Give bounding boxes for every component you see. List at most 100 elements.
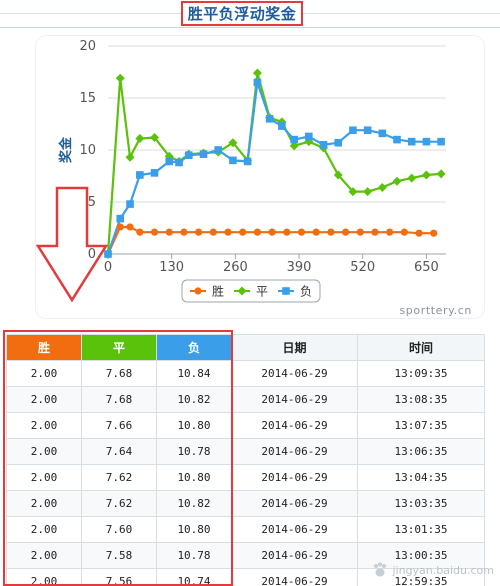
page-title: 胜平负浮动奖金 [187, 5, 297, 23]
data-point [363, 126, 372, 135]
chart-credit: sporttery.cn [399, 304, 472, 317]
win-odds-cell: 2.00 [6, 360, 82, 387]
column-header-time: 时间 [357, 334, 485, 361]
column-header-date: 日期 [231, 334, 358, 361]
data-point [237, 286, 247, 296]
table-row: 2.00 7.66 10.80 2014-06-29 13:07:35 [6, 412, 485, 439]
y-tick-label: 15 [79, 91, 96, 106]
date-cell: 2014-06-29 [231, 412, 358, 439]
baidu-paw-icon [374, 562, 387, 577]
data-point [392, 176, 402, 186]
column-header-draw: 平 [81, 334, 157, 361]
table-row: 2.00 7.62 10.80 2014-06-29 13:04:35 [6, 464, 485, 491]
data-point [194, 287, 202, 295]
date-cell: 2014-06-29 [231, 568, 358, 586]
draw-odds-cell: 7.68 [81, 386, 157, 413]
title-bar: 胜平负浮动奖金 [0, 0, 500, 28]
date-cell: 2014-06-29 [231, 490, 358, 517]
x-tick-label: 390 [287, 260, 312, 275]
data-point [421, 170, 431, 180]
watermark-text: jingyan.baidu.com [392, 563, 494, 577]
legend-label: 胜 [212, 284, 224, 299]
odds-table: 胜 平 负 日期 时间 2.00 7.68 10.84 2014-06-29 13:09… [6, 334, 485, 586]
watermark: jingyan.baidu.com [372, 562, 494, 578]
win-odds-cell: 2.00 [6, 412, 82, 439]
legend-label: 平 [256, 285, 268, 299]
down-arrow-icon [36, 186, 108, 303]
table-row: 2.00 7.64 10.78 2014-06-29 13:06:35 [6, 438, 485, 465]
data-point [185, 151, 193, 159]
table-row: 2.00 7.56 10.74 2014-06-29 12:59:35 [6, 568, 485, 586]
data-point [407, 137, 416, 146]
data-point [415, 229, 423, 237]
title-highlight-box: 胜平负浮动奖金 [181, 1, 303, 26]
data-point [136, 171, 144, 179]
lose-odds-cell: 10.82 [156, 490, 232, 517]
data-point [116, 214, 125, 223]
series-line [106, 82, 442, 255]
x-tick-label: 520 [350, 260, 375, 275]
date-cell: 2014-06-29 [231, 464, 358, 491]
data-point [150, 133, 160, 143]
table-row: 2.00 7.60 10.80 2014-06-29 13:01:35 [6, 516, 485, 543]
data-point [150, 228, 159, 236]
data-point [180, 228, 188, 236]
y-axis-label: 奖金 [58, 136, 74, 163]
x-tick-label: 260 [223, 260, 248, 275]
odds-line-chart: 0 5 10 15 20 0 130 260 390 520 650 奖金胜 平 负 sporttery.c… [58, 39, 472, 317]
table-row: 2.00 7.62 10.82 2014-06-29 13:03:35 [6, 490, 485, 517]
column-header-win: 胜 [6, 334, 82, 361]
data-point [239, 228, 247, 236]
data-point [150, 169, 159, 177]
data-point [377, 182, 387, 192]
draw-odds-cell: 7.68 [81, 360, 157, 387]
time-cell: 13:06:35 [357, 438, 485, 465]
time-cell: 13:00:35 [357, 542, 485, 569]
data-point [334, 138, 343, 147]
data-point [126, 200, 134, 208]
lose-odds-cell: 10.78 [156, 542, 232, 569]
time-cell: 12:59:35 [357, 568, 485, 586]
time-cell: 13:01:35 [357, 516, 485, 543]
win-odds-cell: 2.00 [6, 542, 82, 569]
table-header-row: 胜 平 负 日期 时间 [6, 334, 485, 361]
lose-odds-cell: 10.74 [156, 568, 232, 586]
y-tick-label: 10 [79, 143, 96, 158]
data-point [265, 115, 274, 123]
data-point [356, 228, 364, 236]
data-point [393, 135, 401, 144]
time-cell: 13:03:35 [357, 490, 485, 517]
time-cell: 13:07:35 [357, 412, 485, 439]
data-point [104, 250, 112, 258]
draw-odds-cell: 7.62 [81, 464, 157, 491]
data-point [378, 129, 387, 138]
win-odds-cell: 2.00 [6, 568, 82, 586]
data-point [199, 150, 208, 158]
data-point [175, 158, 183, 167]
data-point [165, 228, 173, 236]
data-point [214, 146, 223, 154]
data-point [386, 228, 394, 236]
data-point [290, 135, 298, 144]
draw-odds-cell: 7.66 [81, 412, 157, 439]
data-point [195, 228, 203, 236]
data-point [289, 141, 299, 151]
odds-table-wrap: 胜 平 负 日期 时间 2.00 7.68 10.84 2014-06-29 13:09… [6, 334, 485, 586]
win-odds-cell: 2.00 [6, 490, 82, 517]
x-tick-label: 650 [414, 260, 439, 275]
win-odds-cell: 2.00 [6, 386, 82, 413]
draw-odds-cell: 7.56 [81, 568, 157, 586]
date-cell: 2014-06-29 [231, 516, 358, 543]
data-point [243, 157, 252, 166]
column-header-lose: 负 [156, 334, 232, 361]
data-point [305, 132, 313, 141]
lose-odds-cell: 10.80 [156, 464, 232, 491]
data-point [333, 170, 343, 180]
draw-odds-cell: 7.64 [81, 438, 157, 465]
data-point [436, 169, 446, 179]
time-cell: 13:08:35 [357, 386, 485, 413]
data-point [125, 152, 135, 162]
win-odds-cell: 2.00 [6, 516, 82, 543]
data-point [209, 228, 217, 236]
x-tick-label: 0 [104, 260, 112, 275]
